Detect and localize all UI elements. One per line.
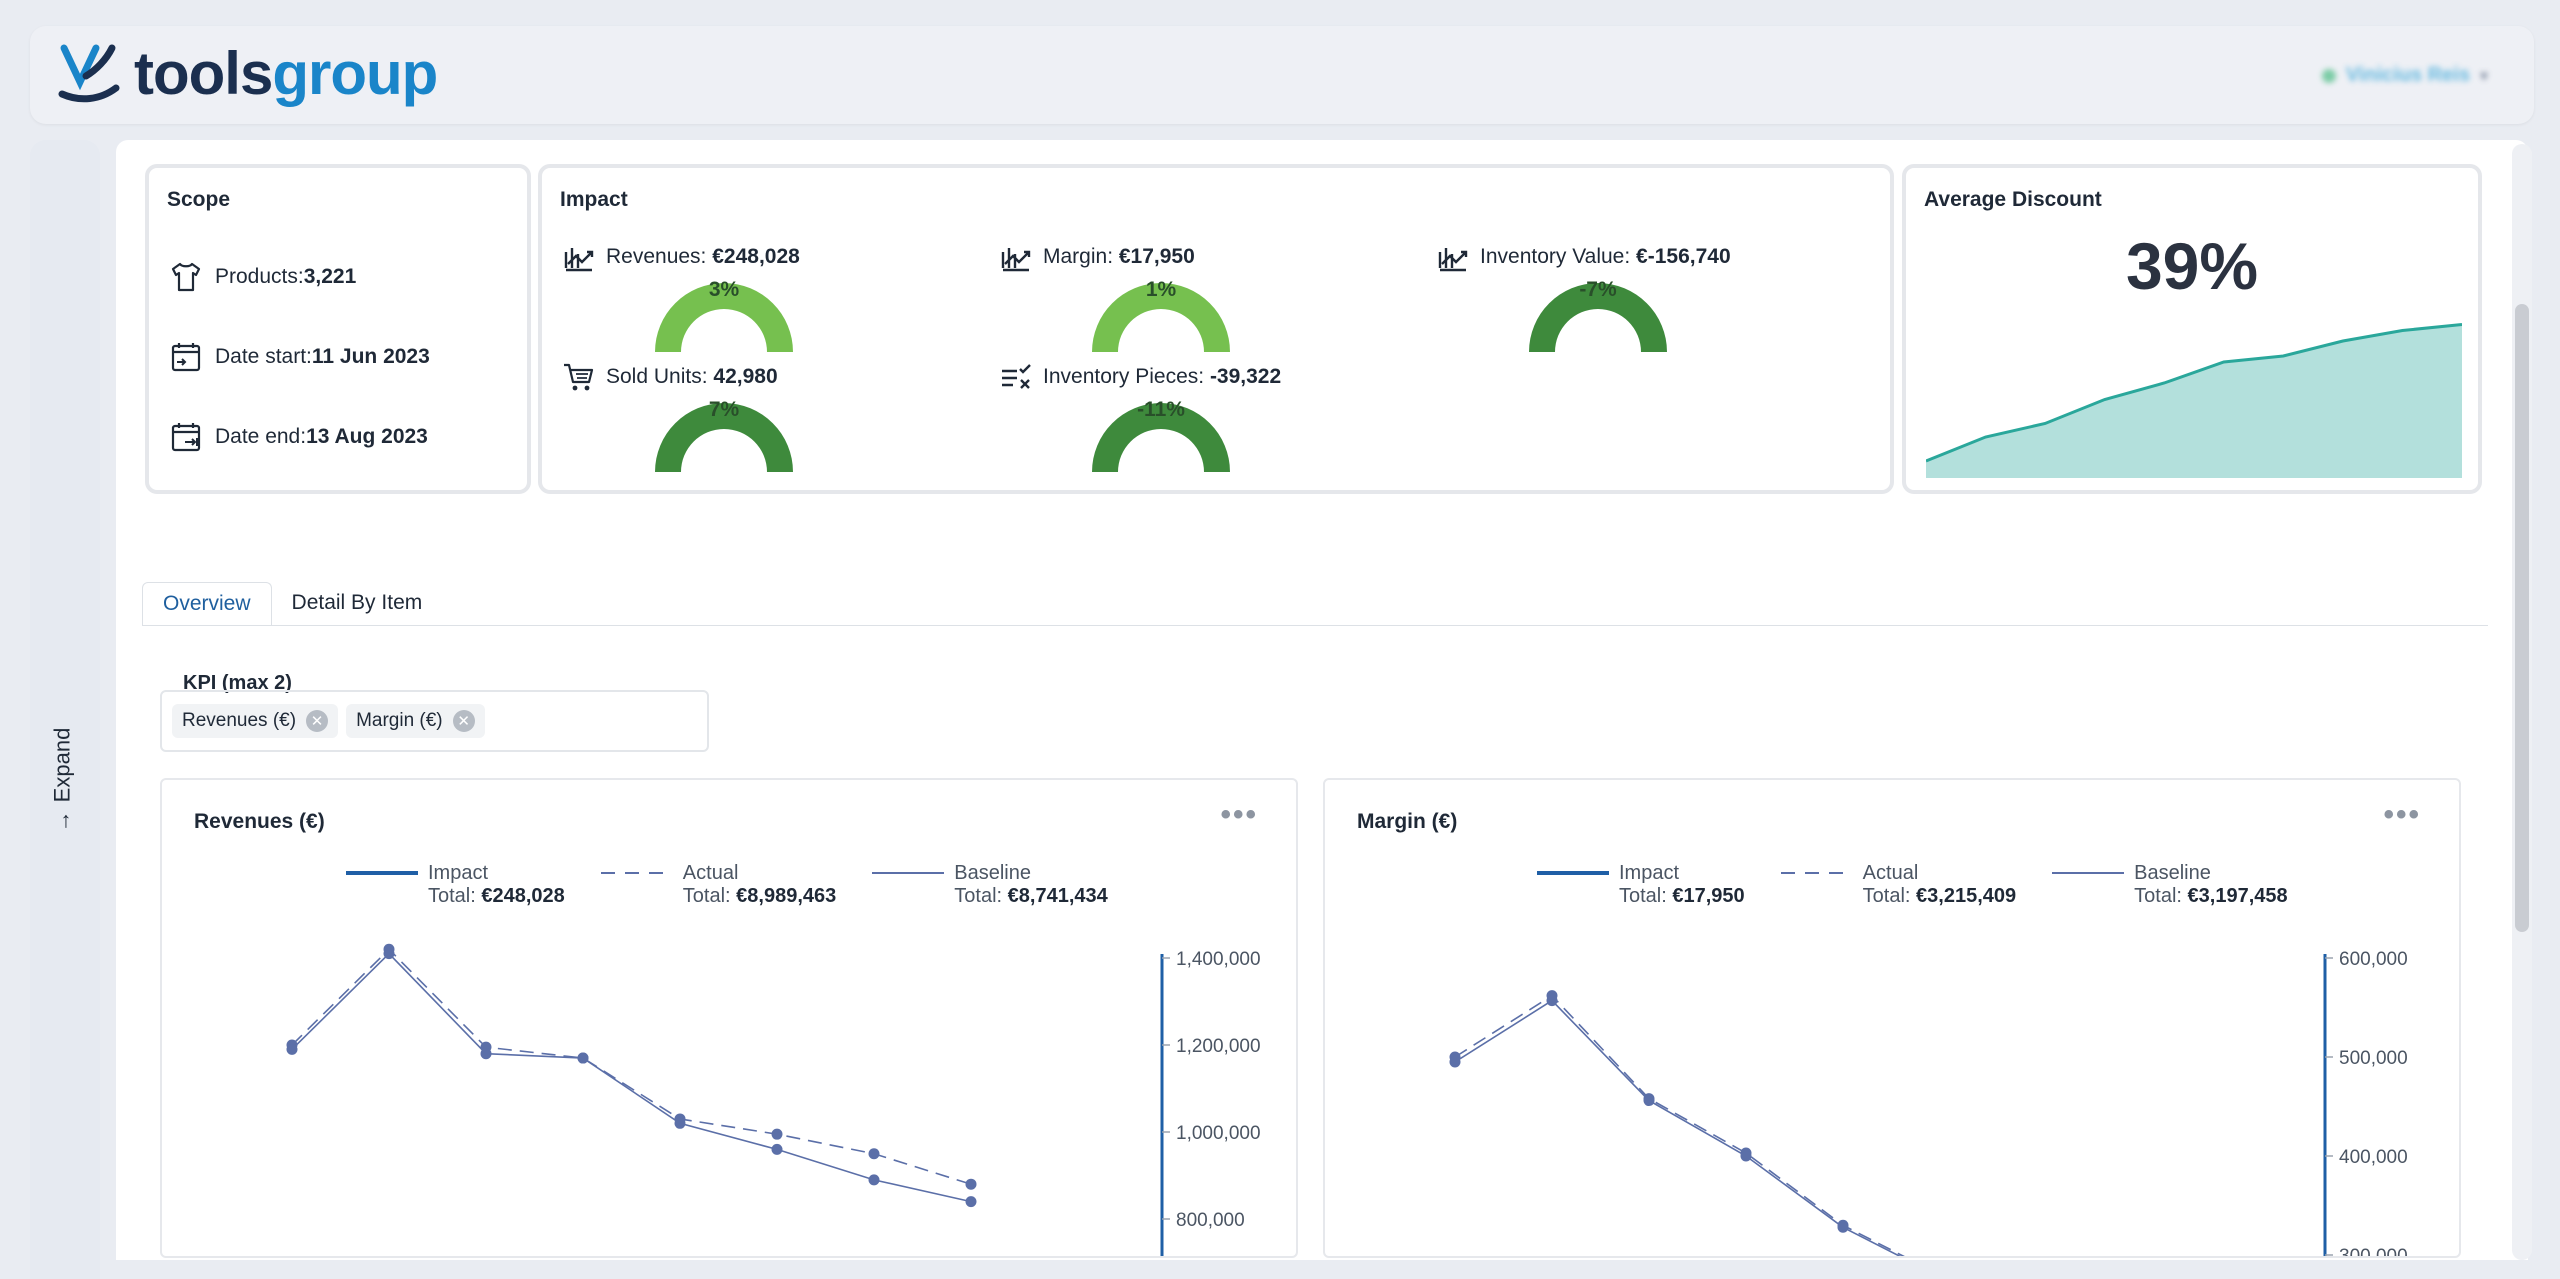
data-point [577, 1052, 589, 1064]
scrollbar-thumb[interactable] [2515, 304, 2529, 932]
data-point [868, 1148, 880, 1160]
average-discount-card: Average Discount 39% [1902, 164, 2482, 494]
impact-margin: Margin: €17,950 [999, 240, 1195, 274]
average-discount-sparkline [1926, 323, 2462, 478]
data-point [1740, 1150, 1752, 1162]
legend-actual[interactable]: Actual Total: €3,215,409 [1780, 862, 2017, 907]
chart-legend: Impact Total: €17,950 Actual Total: €3,215… [1535, 862, 2288, 908]
data-point [1546, 995, 1558, 1007]
shirt-icon [171, 262, 201, 292]
data-point [383, 948, 395, 960]
calendar-end-icon [171, 423, 201, 452]
sparkline-line [1926, 323, 2462, 463]
data-point [771, 1128, 783, 1140]
average-discount-title: Average Discount [1924, 188, 2102, 211]
status-dot [2321, 68, 2336, 83]
impact-inventory-pieces: Inventory Pieces: -39,322 [999, 360, 1281, 394]
user-menu[interactable]: Vinicius Reis ▾ [2321, 64, 2488, 87]
scope-title: Scope [167, 188, 231, 211]
list-check-icon [1002, 364, 1031, 389]
logo-text: toolsgroup [134, 40, 438, 107]
expand-button[interactable]: → Expand [32, 720, 92, 840]
remove-chip-icon[interactable]: ✕ [452, 710, 475, 732]
chart-title: Margin (€) [1357, 810, 1458, 833]
y-tick-label: 600,000 [2339, 949, 2408, 970]
chart-trend-icon [1438, 248, 1468, 272]
gauge-sold-units: 7% [649, 396, 799, 472]
data-point [480, 1048, 492, 1060]
sidebar [30, 140, 100, 1279]
impact-card: Impact Revenues: €248,028 3% Margin: €17… [538, 164, 1894, 494]
series-line-actual [1454, 994, 1905, 1256]
gauge-inventory-value: -7% [1523, 276, 1673, 352]
gauge-revenues: 3% [649, 276, 799, 352]
scope-card: Scope Products:3,221 Date start:11 Jun 2… [145, 164, 531, 494]
legend-impact[interactable]: Impact Total: €248,028 [346, 862, 565, 907]
margin-chart-panel: Margin (€) ••• Impact Total: €17,950 Actu… [1323, 778, 2461, 1258]
sparkline-area [1926, 324, 2462, 478]
chevron-down-icon: ▾ [2479, 67, 2488, 85]
chart-legend: Impact Total: €248,028 Actual Total: €8,98… [344, 862, 1108, 908]
series-line-actual [291, 948, 972, 1185]
tab-bar: Overview Detail By Item [142, 582, 442, 626]
margin-plot: 600,000 500,000 400,000 300,000 [1449, 949, 2408, 1258]
revenues-plot: 1,400,000 1,200,000 1,000,000 800,000 [286, 943, 1261, 1256]
kpi-chip-margin: Margin (€) ✕ [346, 704, 485, 738]
data-point [1837, 1221, 1849, 1233]
arrow-right-icon: → [49, 810, 74, 833]
data-point [1449, 1056, 1461, 1068]
legend-actual[interactable]: Actual Total: €8,989,463 [600, 862, 837, 907]
impact-inventory-value: Inventory Value: €-156,740 [1436, 240, 1731, 274]
data-point [1643, 1095, 1655, 1107]
date-end-row: Date end:13 Aug 2023 [169, 420, 428, 454]
chart-trend-icon [1001, 248, 1031, 272]
y-tick-label: 400,000 [2339, 1147, 2408, 1168]
impact-sold-units: Sold Units: 42,980 [562, 360, 778, 394]
gauge-inventory-pieces: -11% [1086, 396, 1236, 472]
gauge-margin: 1% [1086, 276, 1236, 352]
legend-impact[interactable]: Impact Total: €17,950 [1537, 862, 1745, 907]
tab-divider [142, 625, 2488, 626]
chart-title: Revenues (€) [194, 810, 325, 833]
tab-detail-by-item[interactable]: Detail By Item [291, 591, 423, 614]
user-name: Vinicius Reis [2345, 64, 2470, 86]
more-options-icon[interactable]: ••• [1220, 798, 1258, 831]
y-tick-label: 300,000 [2339, 1246, 2408, 1258]
date-start-row: Date start:11 Jun 2023 [169, 340, 430, 374]
top-bar: toolsgroup Vinicius Reis ▾ [30, 26, 2534, 124]
y-tick-label: 500,000 [2339, 1048, 2408, 1069]
series-line-baseline [1454, 999, 1902, 1256]
data-point [868, 1174, 880, 1186]
kpi-chip-revenues: Revenues (€) ✕ [172, 704, 339, 738]
kpi-label: KPI (max 2) [183, 672, 292, 694]
legend-baseline[interactable]: Baseline Total: €3,197,458 [2052, 862, 2288, 907]
chart-trend-icon [564, 248, 594, 272]
scrollbar[interactable] [2512, 144, 2532, 1260]
y-tick-label: 1,200,000 [1176, 1036, 1261, 1057]
expand-label: Expand [49, 727, 74, 803]
legend-baseline[interactable]: Baseline Total: €8,741,434 [872, 862, 1108, 907]
y-tick-label: 1,000,000 [1176, 1123, 1261, 1144]
remove-chip-icon[interactable]: ✕ [306, 710, 329, 732]
series-line-baseline [291, 952, 972, 1203]
products-row: Products:3,221 [169, 260, 356, 294]
y-tick-label: 1,400,000 [1176, 949, 1261, 970]
more-options-icon[interactable]: ••• [2383, 798, 2421, 831]
impact-title: Impact [560, 188, 628, 211]
data-point [965, 1178, 977, 1190]
average-discount-value: 39% [2125, 229, 2259, 303]
data-point [286, 1043, 298, 1055]
data-point [674, 1117, 686, 1129]
calendar-start-icon [171, 343, 201, 372]
revenues-chart-panel: Revenues (€) ••• Impact Total: €248,028 A… [160, 778, 1298, 1258]
logo[interactable]: toolsgroup [56, 40, 438, 107]
data-point [965, 1196, 977, 1208]
data-point [771, 1143, 783, 1155]
cart-icon [564, 363, 594, 391]
kpi-multiselect[interactable]: Revenues (€) ✕ Margin (€) ✕ [160, 690, 709, 752]
impact-revenues: Revenues: €248,028 [562, 240, 800, 274]
tab-overview[interactable]: Overview [142, 582, 272, 626]
toolsgroup-logo-icon [58, 44, 120, 103]
y-tick-label: 800,000 [1176, 1210, 1245, 1231]
